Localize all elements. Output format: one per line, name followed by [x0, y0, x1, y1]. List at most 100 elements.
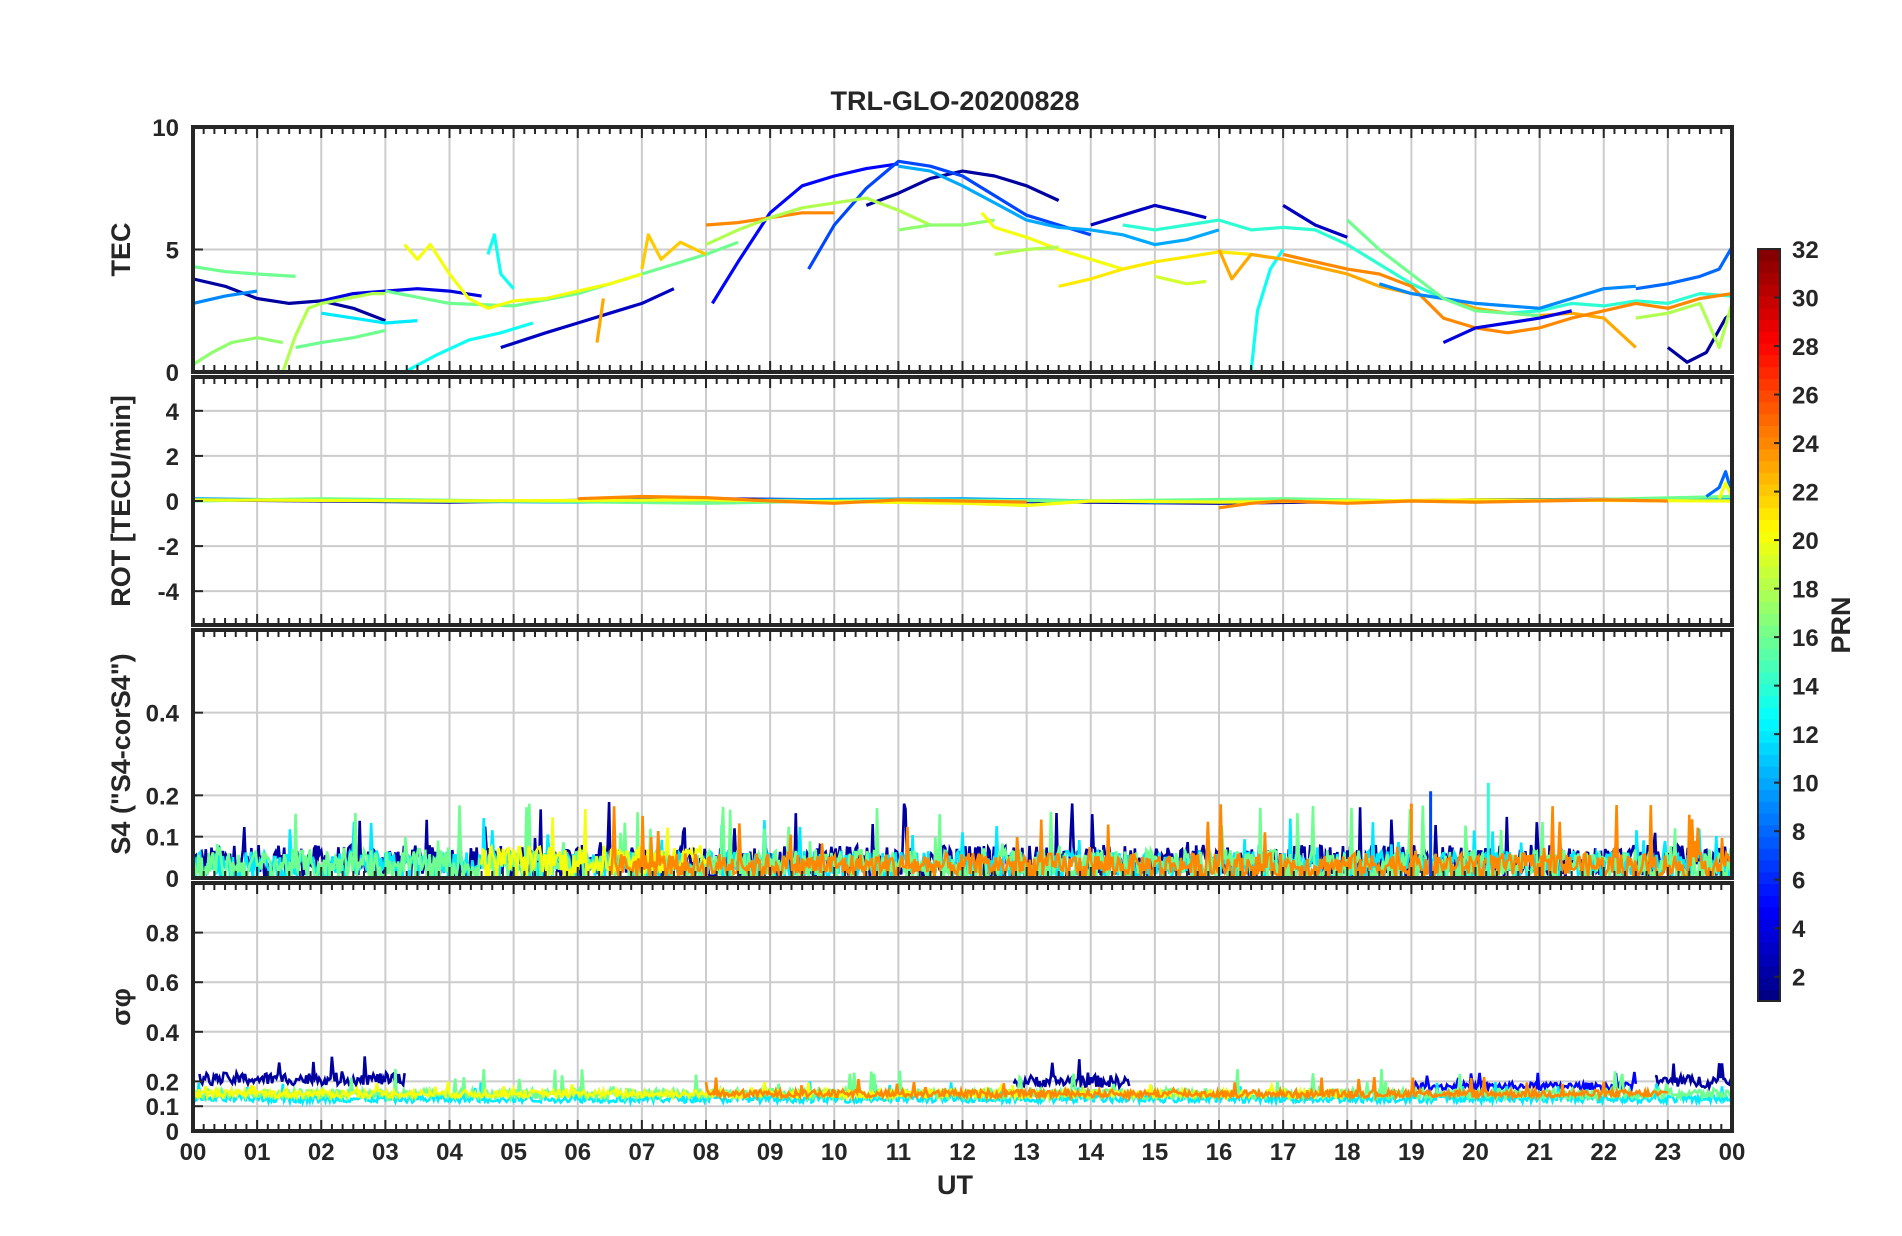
y-tick-label: -2: [158, 534, 179, 561]
panel-tec: 0 5 10 TEC: [106, 115, 1734, 387]
colorbar-segment: [1758, 930, 1780, 943]
colorbar-tick-label: 8: [1792, 819, 1805, 846]
colorbar-segment: [1758, 484, 1780, 497]
series-prn-12: [321, 311, 418, 325]
colorbar-tick-label: 32: [1792, 237, 1819, 264]
x-tick-label: 07: [629, 1139, 656, 1166]
series-prn-18: [705, 196, 932, 247]
colorbar-tick-label: 22: [1792, 480, 1819, 507]
colorbar-tick-label: 12: [1792, 722, 1819, 749]
colorbar-tick-label: 26: [1792, 383, 1819, 410]
y-tick-label: 0.1: [146, 1094, 179, 1121]
colorbar-segment: [1758, 249, 1780, 262]
grid: [193, 630, 1732, 878]
y-tick-label: 4: [166, 399, 180, 426]
colorbar-segment: [1758, 448, 1780, 462]
colorbar-segment: [1758, 965, 1780, 979]
series-prn-3: [1282, 204, 1348, 239]
colorbar-segment: [1758, 589, 1780, 603]
colorbar-tick-label: 28: [1792, 334, 1819, 361]
y-tick-label: 0.1: [146, 825, 179, 852]
series-prn-14: [1122, 218, 1732, 315]
colorbar-segment: [1758, 260, 1780, 274]
colorbar-segment: [1758, 871, 1780, 885]
y-axis-label-tec: TEC: [106, 223, 136, 277]
colorbar-tick-label: 2: [1792, 965, 1805, 992]
colorbar-segment: [1758, 954, 1780, 967]
colorbar-segment: [1758, 695, 1780, 708]
minor-ticks: [192, 127, 1733, 372]
noise-band-prn-2: [198, 1056, 406, 1090]
colorbar-segment: [1758, 319, 1780, 332]
colorbar-segment: [1758, 789, 1780, 802]
colorbar-segment: [1758, 296, 1780, 309]
colorbar-segment: [1758, 437, 1780, 450]
panel-data: [193, 470, 1732, 510]
series-prn-16: [295, 328, 386, 350]
x-tick-label: 10: [821, 1139, 848, 1166]
colorbar-segment: [1758, 460, 1780, 473]
colorbar-segment: [1758, 707, 1780, 720]
x-tick-label: 04: [436, 1139, 463, 1166]
series-prn-19: [1154, 274, 1207, 286]
colorbar-segment: [1758, 472, 1780, 485]
x-tick-label: 03: [372, 1139, 399, 1166]
y-tick-label: 0: [166, 360, 179, 387]
colorbar-segment: [1758, 613, 1780, 626]
panel-data: [193, 159, 1732, 372]
x-tick-label: 21: [1526, 1139, 1553, 1166]
series-prn-13: [486, 233, 515, 290]
x-tick-label: 23: [1655, 1139, 1682, 1166]
y-tick-label: 0.8: [146, 921, 179, 948]
colorbar-label: PRN: [1826, 596, 1856, 653]
noise-band-prn-5: [1410, 1071, 1638, 1095]
series-prn-16: [193, 265, 296, 278]
panel-rot: -4 -2 0 2 4 ROT [TECU/min]: [106, 375, 1734, 627]
x-tick-label: 11: [886, 1139, 911, 1166]
colorbar-tick-label: 20: [1792, 528, 1819, 555]
colorbar-segment: [1758, 272, 1780, 285]
panel-sigma_phi: 00.10.2 0.4 0.6 0.8 σφ: [106, 881, 1734, 1146]
series-prn-24: [577, 494, 1027, 505]
x-tick-label: 20: [1462, 1139, 1489, 1166]
colorbar-segment: [1758, 719, 1780, 732]
colorbar-segment: [1758, 977, 1780, 990]
x-tick-label: 12: [949, 1139, 976, 1166]
x-tick-label: 01: [244, 1139, 271, 1166]
minor-ticks: [192, 883, 1733, 1131]
x-axis: 00 01 02 03 04 05 06 07 08 09 10 11 12 13 14 15 16 17 18 19…: [180, 1139, 1746, 1166]
series-prn-4: [1442, 309, 1573, 345]
series-prn-4: [320, 287, 482, 303]
x-tick-label: 14: [1077, 1139, 1104, 1166]
colorbar-segment: [1758, 554, 1780, 567]
x-tick-label: 15: [1142, 1139, 1169, 1166]
colorbar-segment: [1758, 531, 1780, 544]
grid: [193, 127, 1732, 372]
colorbar-segment: [1758, 307, 1780, 321]
panel-data: [193, 1056, 1732, 1108]
colorbar-segment: [1758, 495, 1780, 509]
colorbar-segment: [1758, 331, 1780, 344]
y-tick-label: 0: [166, 866, 179, 893]
colorbar-segment: [1758, 766, 1780, 779]
colorbar-segment: [1758, 660, 1780, 673]
colorbar-segment: [1758, 836, 1780, 849]
x-tick-label: 09: [757, 1139, 784, 1166]
y-axis-label-s4: S4 ("S4-corS4"): [106, 653, 136, 854]
colorbar-segment: [1758, 378, 1780, 391]
x-tick-label: 08: [693, 1139, 720, 1166]
x-tick-label: 02: [308, 1139, 335, 1166]
colorbar-tick-label: 24: [1792, 431, 1819, 458]
series-prn-18: [994, 245, 1059, 256]
colorbar-segment: [1758, 989, 1780, 1002]
colorbar-segment: [1758, 918, 1780, 932]
series-prn-16: [1346, 218, 1540, 318]
colorbar-segment: [1758, 895, 1780, 908]
noise-band-prn-20: [480, 809, 708, 878]
x-tick-label: 19: [1398, 1139, 1425, 1166]
colorbar-tick-label: 18: [1792, 577, 1819, 604]
x-tick-label: 22: [1590, 1139, 1617, 1166]
